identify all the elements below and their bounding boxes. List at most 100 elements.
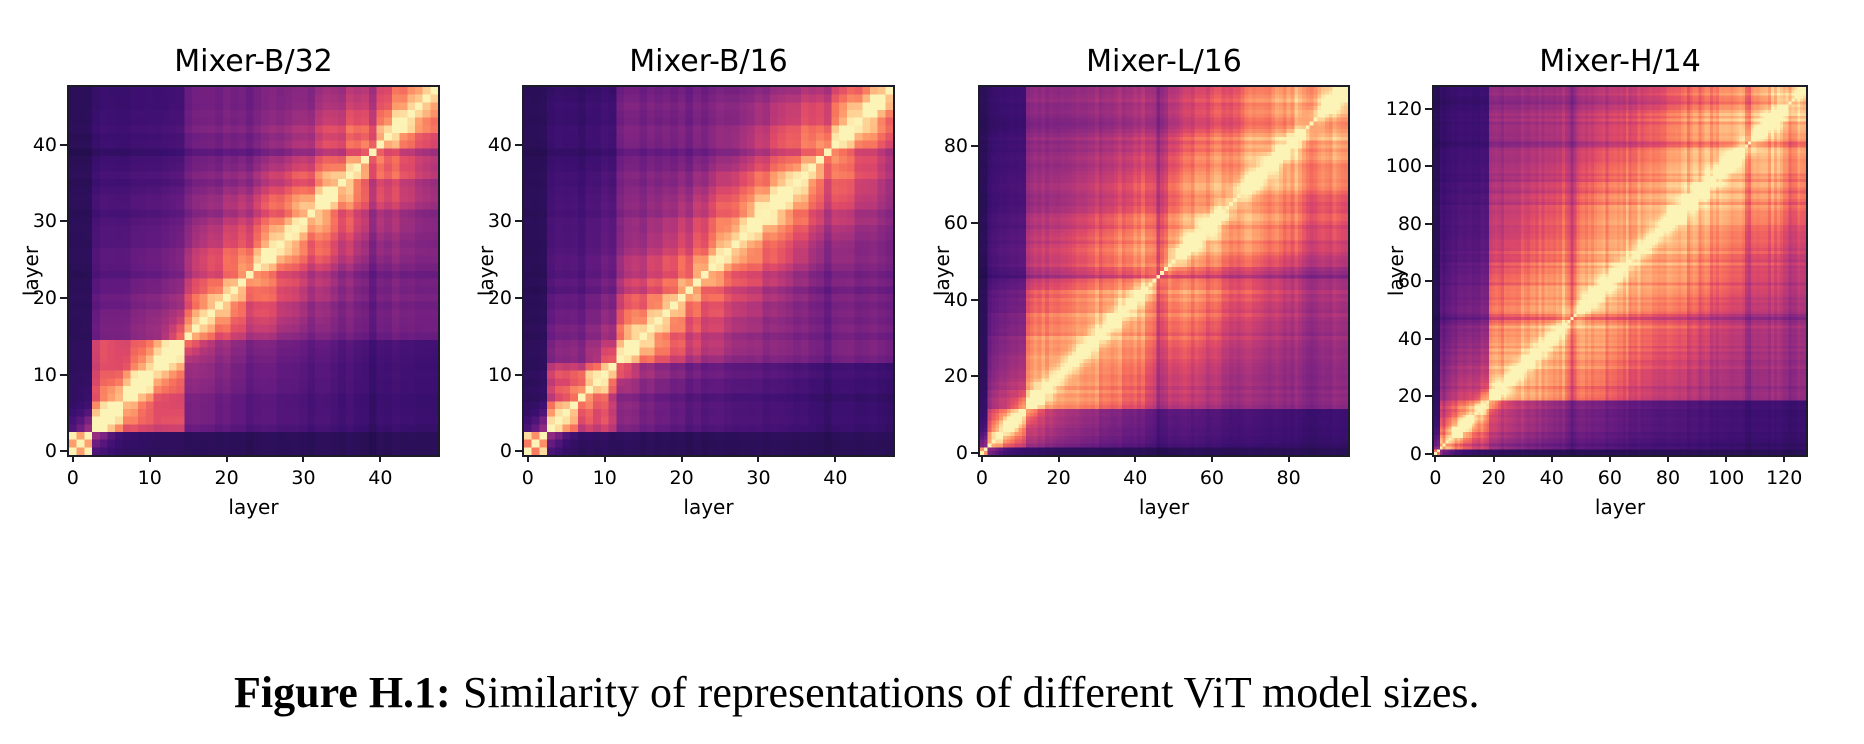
x-tick-label: 30	[746, 467, 771, 489]
y-tick-mark	[1425, 222, 1432, 225]
y-tick-label: 40	[32, 133, 57, 156]
y-tick-label: 0	[1409, 442, 1422, 465]
y-tick-label: 40	[487, 133, 512, 156]
y-tick-mark	[971, 452, 978, 455]
x-tick-mark	[757, 455, 760, 462]
y-tick-mark	[515, 296, 522, 299]
x-tick-mark	[834, 455, 837, 462]
x-tick-mark	[148, 455, 151, 462]
heatmap-canvas	[1434, 87, 1806, 455]
y-tick-mark	[971, 298, 978, 301]
x-tick-mark	[1434, 455, 1437, 462]
y-tick-label: 20	[487, 286, 512, 309]
x-tick-label: 60	[1199, 467, 1224, 489]
y-tick-label: 100	[1385, 155, 1422, 178]
y-tick-label: 20	[32, 286, 57, 309]
x-tick-label: 10	[137, 467, 162, 489]
y-tick-label: 40	[943, 288, 968, 311]
x-tick-mark	[379, 455, 382, 462]
x-tick-label: 0	[975, 467, 988, 489]
x-tick-label: 80	[1655, 467, 1681, 489]
y-tick-mark	[515, 220, 522, 223]
y-tick-label: 20	[943, 365, 968, 388]
x-tick-mark	[225, 455, 228, 462]
y-tick-label: 0	[44, 440, 57, 463]
x-tick-label: 10	[592, 467, 617, 489]
y-tick-mark	[60, 373, 67, 376]
x-tick-mark	[1608, 455, 1611, 462]
x-tick-label: 80	[1276, 467, 1301, 489]
y-tick-label: 30	[487, 210, 512, 233]
heatmap-canvas	[980, 87, 1348, 455]
y-tick-mark	[515, 143, 522, 146]
x-tick-label: 20	[214, 467, 239, 489]
x-tick-mark	[1725, 455, 1728, 462]
y-tick-mark	[1425, 165, 1432, 168]
y-tick-mark	[60, 220, 67, 223]
x-tick-label: 30	[291, 467, 316, 489]
y-tick-label: 120	[1385, 97, 1422, 120]
x-tick-mark	[526, 455, 529, 462]
plot-title: Mixer-L/16	[1086, 44, 1242, 79]
y-tick-mark	[60, 296, 67, 299]
x-tick-label: 0	[1429, 467, 1442, 489]
x-tick-mark	[1492, 455, 1495, 462]
x-tick-mark	[980, 455, 983, 462]
x-tick-label: 40	[1539, 467, 1564, 489]
y-tick-label: 0	[955, 442, 968, 465]
y-tick-label: 80	[1397, 212, 1422, 235]
x-tick-mark	[603, 455, 606, 462]
y-tick-mark	[971, 145, 978, 148]
x-axis-label: layer	[1594, 495, 1646, 519]
y-tick-mark	[971, 222, 978, 225]
y-tick-label: 10	[487, 363, 512, 386]
figure-caption-label: Figure H.1:	[234, 668, 451, 717]
x-tick-mark	[302, 455, 305, 462]
x-tick-label: 0	[66, 467, 79, 489]
x-tick-mark	[1666, 455, 1669, 462]
figure-caption: Figure H.1: Similarity of representations…	[234, 668, 1480, 719]
y-tick-mark	[60, 450, 67, 453]
y-tick-label: 0	[499, 440, 512, 463]
heatmap-plot-mixer-l16: Mixer-L/16 layer layer 0 20 40 60 80 0 20 40 60 8…	[930, 45, 1350, 519]
x-tick-label: 100	[1707, 467, 1745, 489]
y-tick-mark	[515, 373, 522, 376]
y-tick-mark	[1425, 337, 1432, 340]
heatmap-canvas	[69, 87, 438, 455]
x-axis-label: layer	[228, 495, 279, 519]
x-tick-label: 20	[1481, 467, 1506, 489]
x-tick-mark	[1134, 455, 1137, 462]
x-tick-label: 40	[823, 467, 848, 489]
plot-title: Mixer-B/32	[174, 44, 333, 79]
heatmap-canvas	[524, 87, 893, 455]
y-tick-label: 60	[1397, 270, 1422, 293]
plot-title: Mixer-H/14	[1539, 44, 1701, 79]
x-tick-mark	[680, 455, 683, 462]
x-tick-mark	[1057, 455, 1060, 462]
x-tick-label: 60	[1597, 467, 1622, 489]
y-tick-label: 40	[1397, 327, 1422, 350]
figure-caption-text: Similarity of representations of differe…	[463, 668, 1480, 717]
y-tick-mark	[971, 375, 978, 378]
heatmap-plot-mixer-b16: Mixer-B/16 layer layer 0 10 20 30 40 0 10 20 30 4…	[474, 45, 895, 519]
y-tick-mark	[1425, 280, 1432, 283]
x-tick-mark	[1550, 455, 1553, 462]
heatmap-plot-mixer-h14: Mixer-H/14 layer layer 0 20 40 60 80 100 120 0 2…	[1384, 45, 1808, 519]
x-tick-label: 40	[368, 467, 393, 489]
plot-title: Mixer-B/16	[629, 44, 788, 79]
x-tick-label: 40	[1123, 467, 1148, 489]
heatmap-plot-mixer-b32: Mixer-B/32 layer layer 0 10 20 30 40 0 10 20 30 4…	[19, 45, 440, 519]
x-tick-label: 20	[1046, 467, 1071, 489]
y-tick-mark	[1425, 107, 1432, 110]
y-tick-mark	[1425, 395, 1432, 398]
y-tick-mark	[60, 143, 67, 146]
y-tick-label: 80	[943, 135, 968, 158]
y-tick-label: 10	[32, 363, 57, 386]
y-tick-mark	[515, 450, 522, 453]
x-tick-mark	[71, 455, 74, 462]
y-tick-label: 30	[32, 210, 57, 233]
x-axis-label: layer	[683, 495, 734, 519]
x-tick-mark	[1287, 455, 1290, 462]
x-tick-mark	[1210, 455, 1213, 462]
